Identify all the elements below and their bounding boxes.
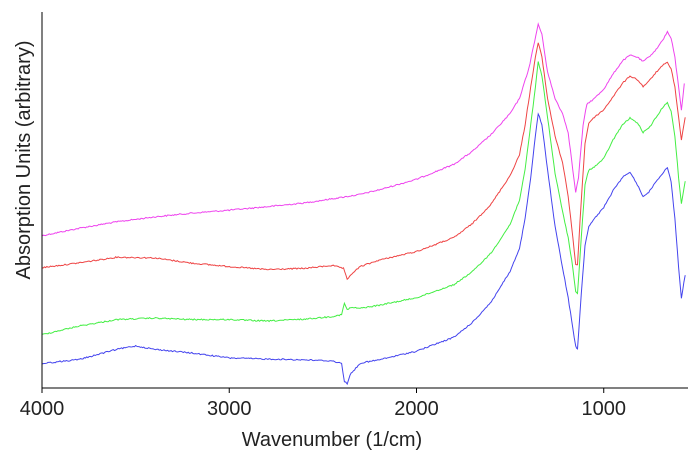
series-line-3 [41, 112, 686, 386]
y-axis-title: Absorption Units (arbitrary) [13, 41, 35, 280]
x-tick-label: 4000 [20, 398, 65, 420]
x-tick-label: 2000 [394, 398, 439, 420]
axes [41, 12, 688, 389]
series-line-2 [41, 61, 686, 335]
plot-lines [41, 22, 686, 386]
x-axis-title: Wavenumber (1/cm) [242, 429, 422, 451]
series-line-1 [41, 42, 686, 281]
series-line-0 [41, 22, 685, 237]
x-tick-label: 1000 [581, 398, 626, 420]
x-tick-label: 3000 [207, 398, 252, 420]
x-ticks: 4000 3000 2000 1000 [20, 388, 626, 420]
